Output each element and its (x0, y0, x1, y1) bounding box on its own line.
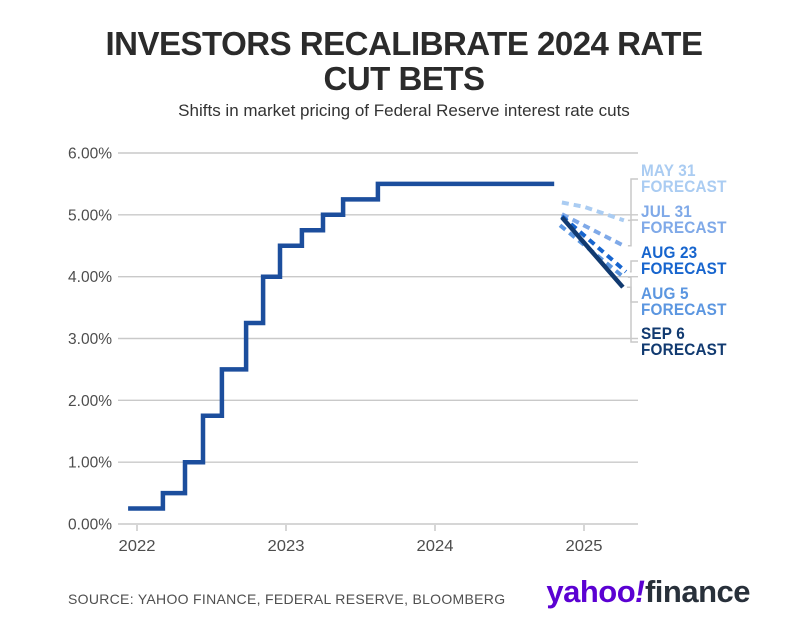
forecast-label-jul31: JUL 31 FORECAST (641, 202, 727, 237)
forecast-label-date: SEP 6 (641, 324, 686, 343)
x-tick-label: 2022 (119, 538, 156, 555)
forecast-label-date: AUG 23 (641, 243, 698, 262)
forecast-label-may31: MAY 31 FORECAST (641, 161, 727, 196)
aug23-forecast-connector (629, 260, 638, 273)
y-tick-label: 2.00% (68, 393, 112, 410)
x-tick-label: 2023 (268, 538, 305, 555)
page-title-line1: INVESTORS RECALIBRATE 2024 RATE (105, 25, 703, 62)
finance-logo-text: finance (644, 574, 751, 609)
x-tick-label: 2024 (417, 538, 454, 555)
forecast-label-word: FORECAST (641, 300, 727, 319)
forecast-label-word: FORECAST (641, 177, 727, 196)
jul31-forecast-connector (627, 219, 638, 247)
aug23-forecast-line (560, 214, 628, 274)
y-tick-label: 4.00% (68, 269, 112, 286)
source-text: SOURCE: YAHOO FINANCE, FEDERAL RESERVE, … (68, 591, 506, 607)
fed-funds-actual-line (128, 181, 555, 511)
yahoo-finance-logo: yahoo!finance (546, 574, 750, 610)
aug5-forecast-connector (627, 276, 638, 303)
page-subtitle: Shifts in market pricing of Federal Rese… (178, 101, 630, 120)
page-title: INVESTORS RECALIBRATE 2024 RATE CUT BETS (44, 26, 764, 96)
y-tick-label: 3.00% (68, 331, 112, 348)
y-tick-label: 1.00% (68, 455, 112, 472)
y-tick-label: 0.00% (68, 517, 112, 534)
forecast-label-sep6: SEP 6 FORECAST (641, 324, 727, 359)
may31-forecast-line (561, 200, 625, 223)
yahoo-logo-text: yahoo (546, 574, 636, 609)
forecast-label-date: MAY 31 (641, 161, 696, 180)
y-tick-label: 6.00% (68, 146, 112, 163)
forecast-label-word: FORECAST (641, 259, 727, 278)
x-tick-label: 2025 (566, 538, 603, 555)
forecast-label-date: JUL 31 (641, 202, 692, 221)
forecast-label-date: AUG 5 (641, 284, 689, 303)
y-tick-label: 5.00% (68, 207, 112, 224)
page-title-line2: CUT BETS (323, 60, 486, 97)
forecast-label-word: FORECAST (641, 218, 727, 237)
forecast-label-aug5: AUG 5 FORECAST (641, 284, 727, 319)
sep6-forecast-line (560, 215, 625, 289)
forecast-label-aug23: AUG 23 FORECAST (641, 243, 727, 278)
forecast-label-word: FORECAST (641, 340, 727, 359)
sep6-forecast-connector (626, 286, 638, 343)
may31-forecast-connector (627, 178, 638, 222)
